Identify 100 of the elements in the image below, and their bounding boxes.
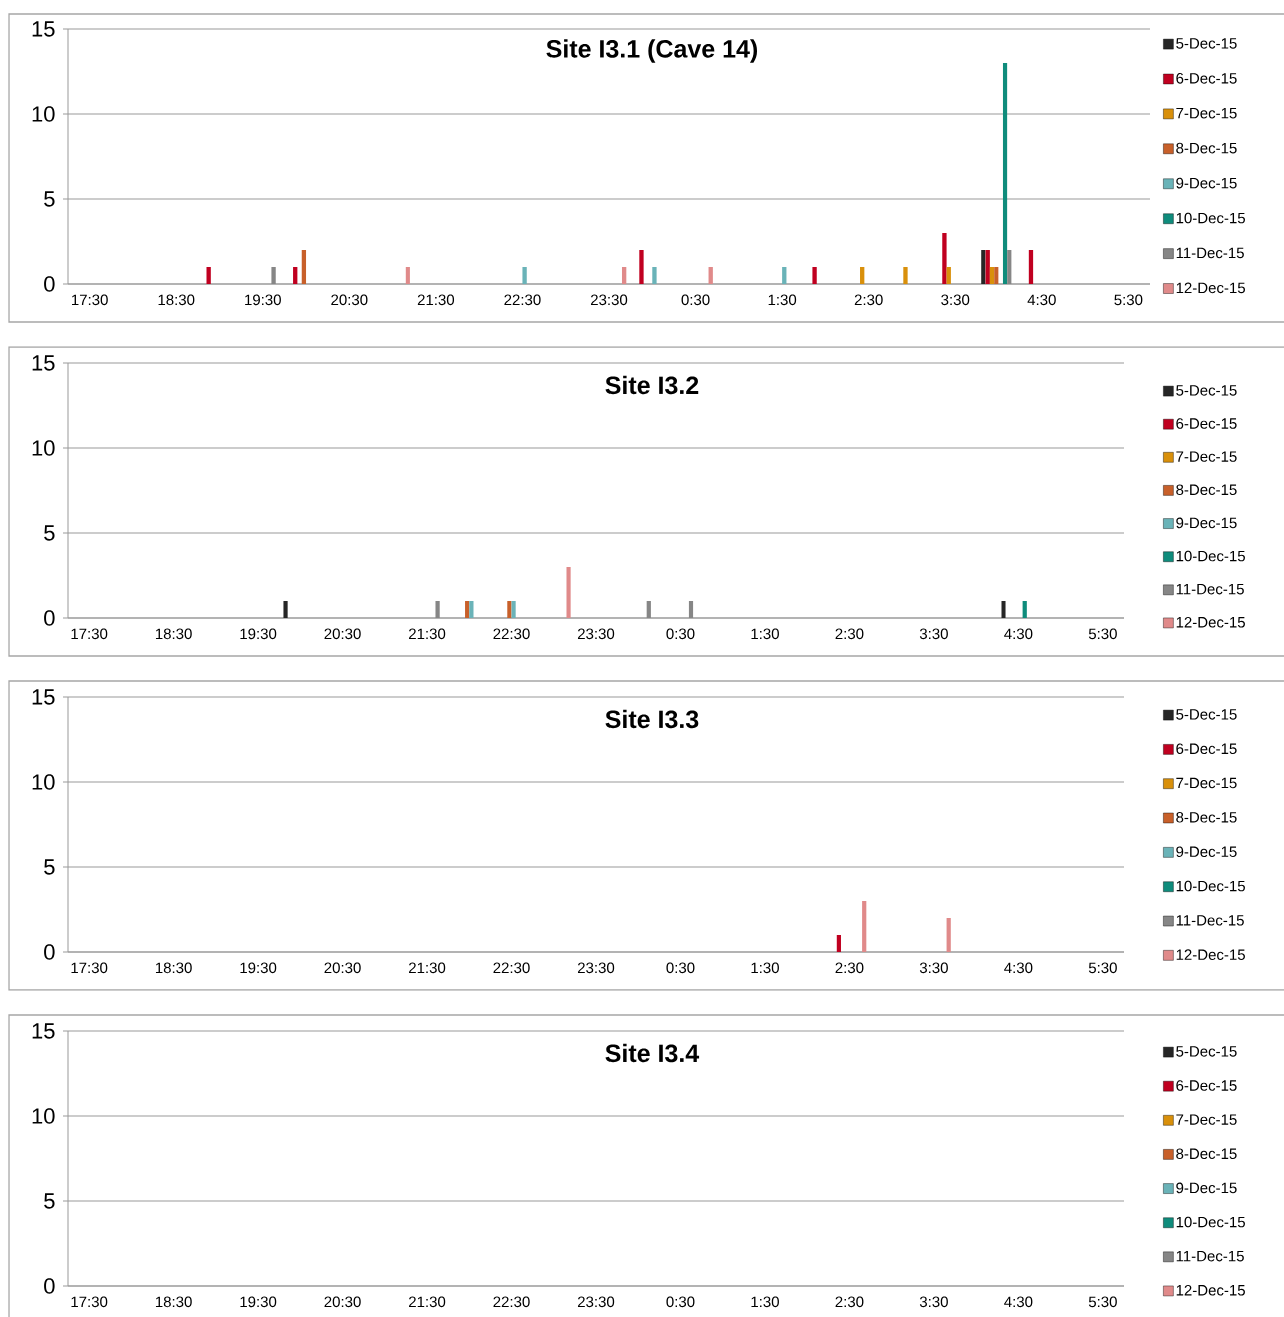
x-tick-label: 1:30 xyxy=(751,1296,779,1308)
legend-label: 7-Dec-15 xyxy=(1176,777,1237,789)
x-tick-label: 0:30 xyxy=(666,1296,695,1308)
x-tick-label: 21:30 xyxy=(417,294,455,306)
y-tick-label: 10 xyxy=(32,440,55,456)
x-tick-label: 19:30 xyxy=(240,962,277,974)
bar xyxy=(621,266,627,284)
legend-label: 8-Dec-15 xyxy=(1176,484,1237,496)
y-tick-label: 10 xyxy=(32,106,55,122)
y-tick-label: 5 xyxy=(44,1193,55,1209)
x-tick-label: 5:30 xyxy=(1088,1296,1117,1308)
bar xyxy=(862,900,867,952)
y-tick-label: 0 xyxy=(44,1278,55,1294)
legend-label: 9-Dec-15 xyxy=(1176,517,1237,529)
legend-label: 7-Dec-15 xyxy=(1176,1114,1237,1125)
x-tick-label: 18:30 xyxy=(155,962,192,974)
x-tick-label: 1:30 xyxy=(751,962,779,974)
x-tick-label: 20:30 xyxy=(324,628,361,640)
legend-label: 6-Dec-15 xyxy=(1176,418,1237,429)
bar xyxy=(860,266,865,284)
bar xyxy=(206,266,211,284)
bar xyxy=(639,249,644,284)
x-tick-label: 21:30 xyxy=(409,962,446,974)
legend-label: 10-Dec-15 xyxy=(1176,550,1245,562)
bar xyxy=(903,266,908,284)
x-tick-label: 5:30 xyxy=(1088,962,1117,974)
x-tick-label: 23:30 xyxy=(577,1296,615,1308)
legend-label: 12-Dec-15 xyxy=(1176,949,1245,960)
y-tick-label: 5 xyxy=(44,191,55,207)
y-tick-label: 15 xyxy=(32,1023,55,1039)
x-tick-label: 2:30 xyxy=(835,628,864,640)
bar xyxy=(1007,249,1012,284)
bar xyxy=(812,266,817,284)
legend-label: 5-Dec-15 xyxy=(1176,709,1237,720)
legend-label: 7-Dec-15 xyxy=(1176,451,1237,462)
x-tick-label: 22:30 xyxy=(493,962,530,974)
bar xyxy=(942,232,947,284)
x-tick-label: 18:30 xyxy=(155,1296,192,1308)
x-tick-label: 17:30 xyxy=(71,1296,108,1308)
bar xyxy=(293,266,298,284)
x-tick-label: 19:30 xyxy=(245,294,281,306)
legend-label: 5-Dec-15 xyxy=(1176,38,1237,49)
legend-label: 12-Dec-15 xyxy=(1176,282,1245,294)
y-tick-label: 5 xyxy=(44,859,55,875)
x-tick-label: 20:30 xyxy=(331,294,368,306)
x-tick-label: 17:30 xyxy=(71,962,108,974)
x-tick-label: 18:30 xyxy=(155,628,192,640)
chart-title: Site I3.1 (Cave 14) xyxy=(546,39,758,63)
bar xyxy=(301,249,307,284)
bar xyxy=(946,266,951,284)
x-tick-label: 22:30 xyxy=(493,628,530,640)
bar xyxy=(708,266,713,284)
legend-label: 12-Dec-15 xyxy=(1176,616,1245,628)
legend-label: 8-Dec-15 xyxy=(1176,142,1237,154)
legend-label: 5-Dec-15 xyxy=(1176,1046,1237,1057)
legend-label: 11-Dec-15 xyxy=(1176,247,1244,259)
x-tick-label: 5:30 xyxy=(1088,628,1117,640)
chart-title: Site I3.3 xyxy=(605,709,699,729)
bar xyxy=(946,917,951,952)
x-tick-label: 1:30 xyxy=(768,294,797,306)
legend-label: 10-Dec-15 xyxy=(1176,1216,1245,1228)
y-tick-label: 0 xyxy=(44,276,55,292)
legend-label: 6-Dec-15 xyxy=(1176,73,1237,84)
x-tick-label: 4:30 xyxy=(1004,962,1033,974)
chart-title: Site I3.4 xyxy=(605,1043,700,1063)
x-tick-label: 23:30 xyxy=(577,962,615,974)
x-tick-label: 3:30 xyxy=(941,294,970,306)
x-tick-label: 2:30 xyxy=(835,1296,864,1308)
x-tick-label: 21:30 xyxy=(409,1296,446,1308)
bar xyxy=(1002,62,1008,284)
legend-label: 10-Dec-15 xyxy=(1176,212,1245,224)
legend-label: 11-Dec-15 xyxy=(1176,583,1244,595)
y-tick-label: 0 xyxy=(44,610,55,626)
x-tick-label: 4:30 xyxy=(1004,628,1033,640)
y-tick-label: 5 xyxy=(44,525,55,541)
x-tick-label: 1:30 xyxy=(751,628,779,640)
x-tick-label: 0:30 xyxy=(666,628,695,640)
x-tick-label: 4:30 xyxy=(1004,1296,1033,1308)
legend-label: 11-Dec-15 xyxy=(1176,915,1244,926)
x-tick-label: 2:30 xyxy=(854,294,883,306)
y-tick-label: 0 xyxy=(44,944,55,960)
legend-label: 12-Dec-15 xyxy=(1176,1284,1245,1296)
bar xyxy=(652,266,657,284)
x-tick-label: 18:30 xyxy=(158,294,195,306)
legend-label: 6-Dec-15 xyxy=(1176,1080,1237,1091)
legend-label: 9-Dec-15 xyxy=(1176,177,1237,189)
x-tick-label: 3:30 xyxy=(919,628,948,640)
legend-label: 10-Dec-15 xyxy=(1176,880,1245,892)
x-tick-label: 2:30 xyxy=(835,962,864,974)
bar xyxy=(271,266,276,284)
legend-label: 8-Dec-15 xyxy=(1176,812,1237,823)
x-tick-label: 3:30 xyxy=(919,962,948,974)
bar xyxy=(989,266,995,284)
x-tick-label: 17:30 xyxy=(71,628,108,640)
x-tick-label: 23:30 xyxy=(577,628,615,640)
bar xyxy=(405,266,410,284)
x-tick-label: 21:30 xyxy=(409,628,446,640)
bar xyxy=(782,266,787,284)
x-tick-label: 22:30 xyxy=(504,294,541,306)
x-tick-label: 17:30 xyxy=(72,294,108,306)
